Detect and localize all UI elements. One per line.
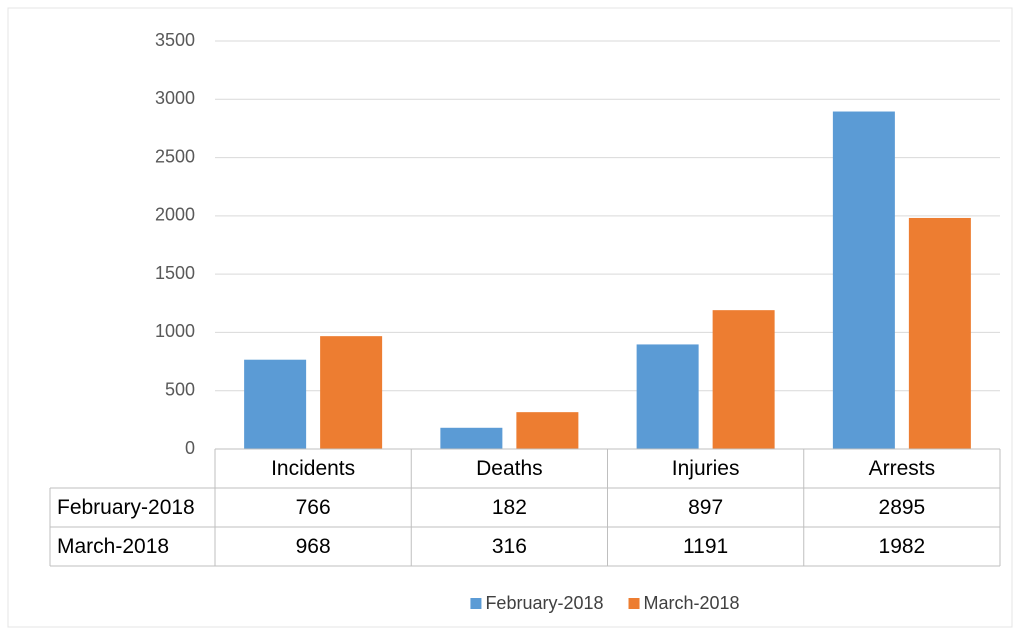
y-tick-label: 1000 — [155, 321, 195, 341]
y-tick-label: 3000 — [155, 88, 195, 108]
table-cell: 1982 — [879, 535, 926, 558]
y-tick-label: 2500 — [155, 146, 195, 166]
bar — [516, 412, 579, 449]
legend-label: March-2018 — [644, 593, 740, 613]
y-tick-label: 0 — [185, 438, 195, 458]
table-row-label: March-2018 — [57, 535, 169, 558]
table-cell: 2895 — [879, 496, 926, 519]
bar — [440, 427, 503, 449]
y-tick-label: 500 — [165, 379, 195, 399]
bar — [320, 336, 383, 449]
table-cell: 316 — [492, 535, 527, 558]
table-cell: 1191 — [683, 535, 728, 558]
table-cell: 766 — [296, 496, 331, 519]
bar — [244, 359, 307, 449]
y-tick-label: 3500 — [155, 30, 195, 50]
bar — [908, 217, 971, 449]
y-tick-label: 2000 — [155, 205, 195, 225]
y-tick-label: 1500 — [155, 263, 195, 283]
bar — [712, 310, 775, 449]
legend-label: February-2018 — [485, 593, 603, 613]
table-cell: 968 — [296, 535, 331, 558]
table-cell: 182 — [492, 496, 527, 519]
bar — [832, 111, 895, 450]
x-tick-label: Injuries — [672, 457, 740, 480]
table-cell: 897 — [688, 496, 723, 519]
bar — [636, 344, 699, 449]
x-tick-label: Incidents — [271, 457, 355, 480]
x-tick-label: Deaths — [476, 457, 543, 480]
legend-swatch — [628, 598, 640, 609]
x-tick-label: Arrests — [869, 457, 936, 480]
legend-swatch — [470, 598, 482, 609]
table-row-label: February-2018 — [57, 496, 195, 519]
